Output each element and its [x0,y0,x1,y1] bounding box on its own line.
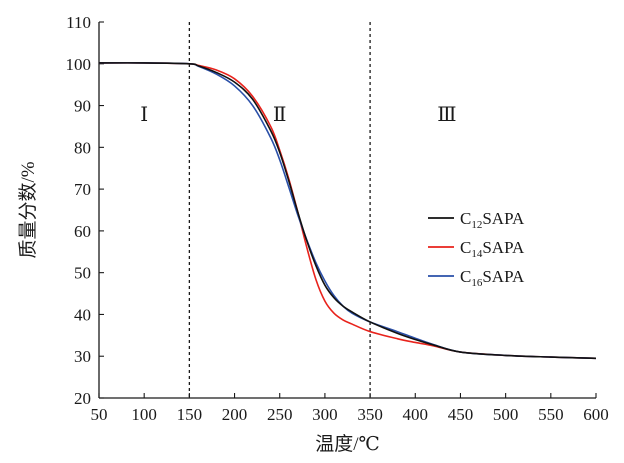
x-tick-label: 550 [538,405,564,424]
x-tick-label: 50 [91,405,108,424]
y-tick-label: 20 [74,389,91,408]
plot-frame [98,22,596,399]
legend-label-tail: SAPA [482,238,525,257]
y-axis-title: 质量分数/% [17,161,39,258]
legend-label: C12SAPA [460,209,525,231]
x-axis-title: 温度/℃ [315,433,380,455]
region-dividers [188,22,371,398]
y-tick-label: 80 [74,138,91,157]
series-lines [98,62,597,360]
x-tick-label: 200 [222,405,248,424]
legend-label-main: C [460,267,471,286]
legend-label-subscript: 14 [471,248,483,260]
legend-label-tail: SAPA [482,209,525,228]
x-tick-label: 150 [177,405,203,424]
x-tick-label: 350 [357,405,383,424]
y-tick-label: 60 [74,222,91,241]
y-tick-label: 30 [74,347,91,366]
legend-label-subscript: 16 [471,277,483,289]
x-tick-label: 250 [267,405,293,424]
region-label: Ⅱ [273,104,287,126]
y-tick-label: 110 [66,13,91,32]
x-tick-label: 400 [403,405,429,424]
region-label: Ⅲ [437,104,456,126]
legend-label-subscript: 12 [471,219,482,231]
legend-label-main: C [460,238,471,257]
y-tick-label: 90 [74,97,91,116]
y-tick-label: 40 [74,305,91,324]
y-tick-label: 100 [66,55,92,74]
x-tick-label: 450 [448,405,474,424]
region-label: Ⅰ [140,104,148,126]
y-axis-ticks: 20 30 40 50 60 70 80 90 100 110 [66,13,104,408]
series-line-c12sapa [98,62,597,360]
x-tick-label: 300 [312,405,338,424]
legend-label: C14SAPA [460,238,525,260]
y-tick-label: 70 [74,180,91,199]
legend-label-main: C [460,209,471,228]
region-labels: Ⅰ Ⅱ Ⅲ [140,104,456,126]
legend-label: C16SAPA [460,267,525,289]
legend-label-tail: SAPA [482,267,525,286]
x-tick-label: 100 [131,405,157,424]
series-line-c14sapa [98,62,597,360]
x-tick-label: 600 [583,405,609,424]
x-axis-ticks: 50 100 150 200 250 300 350 400 450 500 550 600 [91,393,609,424]
y-tick-label: 50 [74,264,91,283]
x-tick-label: 500 [493,405,519,424]
